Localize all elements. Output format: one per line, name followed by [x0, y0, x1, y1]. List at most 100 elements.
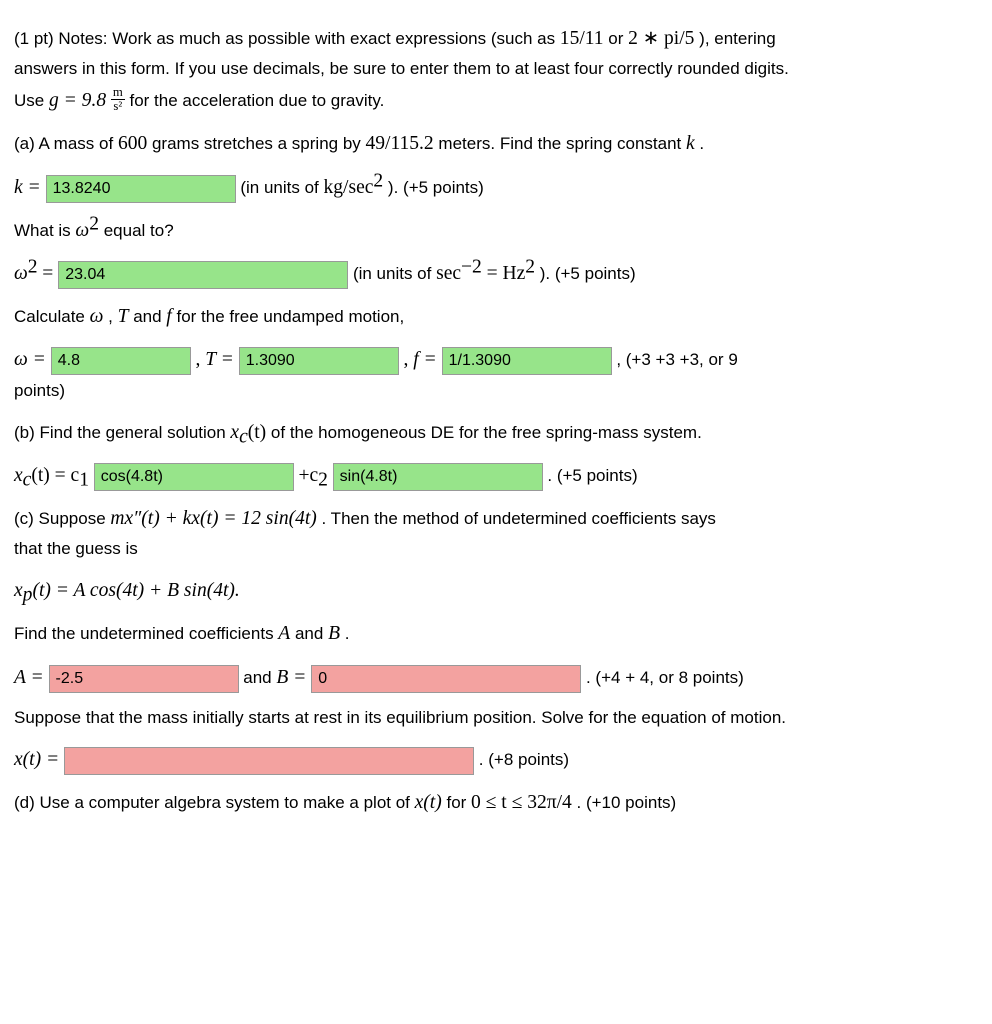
A-label: A =	[14, 667, 49, 688]
points-word: points)	[14, 381, 65, 400]
xc-s1: 1	[79, 469, 89, 490]
cc: and	[133, 307, 166, 326]
xc-x: x	[14, 465, 23, 486]
fab-dot: .	[345, 624, 350, 643]
w2-question: What is ω2 equal to?	[14, 214, 978, 247]
w2-sup2: −2	[461, 256, 482, 277]
guess-row: xp(t) = A cos(4t) + B sin(4t).	[14, 574, 978, 607]
b-subc: c	[239, 426, 248, 447]
gb: (t) = A cos(4t) + B sin(4t).	[32, 580, 239, 601]
xc-mid: +c	[298, 465, 318, 486]
notes-l2: answers in this form. If you use decimal…	[14, 59, 789, 78]
wTf-row: ω = , T = , f = , (+3 +3 +3, or 9 points…	[14, 343, 978, 405]
w-label: ω =	[14, 349, 51, 370]
a-input[interactable]	[49, 665, 239, 693]
c1-input[interactable]	[94, 463, 294, 491]
ca-f: f	[166, 306, 171, 327]
w2-row: ω2 = (in units of sec−2 = Hz2 ). (+5 poi…	[14, 257, 978, 290]
k-input[interactable]	[46, 175, 236, 203]
w2q-b: equal to?	[104, 221, 174, 240]
k-ub: kg/sec	[324, 177, 374, 198]
B-pre: and	[243, 668, 276, 687]
ca: Calculate	[14, 307, 90, 326]
frac-den: s²	[111, 100, 125, 113]
w2-input[interactable]	[58, 261, 348, 289]
k-label: k =	[14, 177, 46, 198]
find-ab: Find the undetermined coefficients A and…	[14, 617, 978, 650]
notes-l3b: for the acceleration due to gravity.	[130, 91, 385, 110]
notes-ex2: 2 ∗ pi/5	[628, 28, 694, 49]
a-stretch: 49/115.2	[366, 133, 434, 154]
f-input[interactable]	[442, 347, 612, 375]
calc-prompt: Calculate ω , T and f for the free undam…	[14, 300, 978, 333]
a-kvar: k	[686, 133, 695, 154]
g-frac: m s²	[111, 86, 125, 113]
cd: for the free undamped motion,	[176, 307, 404, 326]
cb: ,	[108, 307, 117, 326]
w2-ua: (in units of	[353, 264, 436, 283]
notes-ex1: 15/11	[560, 28, 604, 49]
w2-ud: ). (+5 points)	[540, 264, 636, 283]
k-sup2: 2	[373, 170, 383, 191]
f-pre: ,	[403, 349, 413, 370]
ca-om: ω	[90, 306, 104, 327]
w2-la: ω	[14, 263, 28, 284]
w2q-om: ω	[75, 220, 89, 241]
notes-l1b: or	[608, 29, 628, 48]
a-pb: grams stretches a spring by	[152, 134, 366, 153]
t-input[interactable]	[239, 347, 399, 375]
w-input[interactable]	[51, 347, 191, 375]
g-expr: g = 9.8	[49, 90, 106, 111]
c-de: mx″(t) + kx(t) = 12 sin(4t)	[110, 508, 316, 529]
fab-a: Find the undetermined coefficients	[14, 624, 278, 643]
k-row: k = (in units of kg/sec2 ). (+5 points)	[14, 171, 978, 204]
xt-input[interactable]	[64, 747, 474, 775]
xc-row: xc(t) = c1 +c2 . (+5 points)	[14, 459, 978, 492]
d-range: 0 ≤ t ≤ 32π/4	[471, 792, 572, 813]
part-b-prompt: (b) Find the general solution xc(t) of t…	[14, 416, 978, 449]
xc-s2: 2	[318, 469, 328, 490]
b-oft: (t)	[248, 422, 266, 443]
gsp: p	[23, 584, 33, 605]
fab-B: B	[328, 623, 340, 644]
T-pre: ,	[195, 349, 205, 370]
b-pb: of the homogeneous DE for the free sprin…	[271, 423, 702, 442]
b-pa: (b) Find the general solution	[14, 423, 230, 442]
w2-sup3: 2	[525, 256, 535, 277]
d-xt: x(t)	[415, 792, 442, 813]
a-dot: .	[699, 134, 704, 153]
w2-ub: sec	[436, 263, 461, 284]
xt-label: x(t) =	[14, 749, 64, 770]
f-label: f =	[413, 349, 441, 370]
part-d-prompt: (d) Use a computer algebra system to mak…	[14, 786, 978, 819]
c2-input[interactable]	[333, 463, 543, 491]
d-pb: for	[446, 793, 471, 812]
ab-row: A = and B = . (+4 + 4, or 8 points)	[14, 661, 978, 694]
b-x: x	[230, 422, 239, 443]
ca-T: T	[118, 306, 129, 327]
c-pc: that the guess is	[14, 539, 138, 558]
w2-sup: 2	[28, 256, 38, 277]
a-mass: 600	[118, 133, 147, 154]
B-label: B =	[276, 667, 311, 688]
frac-num: m	[111, 86, 125, 100]
xt-row: x(t) = . (+8 points)	[14, 743, 978, 776]
b-input[interactable]	[311, 665, 581, 693]
ab-pts: . (+4 + 4, or 8 points)	[586, 668, 744, 687]
w2-lb: =	[42, 263, 58, 284]
a-pc: meters. Find the spring constant	[438, 134, 686, 153]
c-pb: . Then the method of undetermined coeffi…	[322, 509, 716, 528]
k-ua: (in units of	[240, 178, 323, 197]
fab-and: and	[295, 624, 328, 643]
xt-pts: . (+8 points)	[479, 750, 569, 769]
w2q-sup: 2	[89, 213, 99, 234]
ic-text: Suppose that the mass initially starts a…	[14, 704, 978, 733]
c-pa: (c) Suppose	[14, 509, 110, 528]
k-uc: ). (+5 points)	[388, 178, 484, 197]
w2-uc: = Hz	[487, 263, 526, 284]
a-pa: (a) A mass of	[14, 134, 118, 153]
xc-eq: (t) = c	[31, 465, 79, 486]
part-c-prompt: (c) Suppose mx″(t) + kx(t) = 12 sin(4t) …	[14, 502, 978, 564]
notes-l1a: (1 pt) Notes: Work as much as possible w…	[14, 29, 560, 48]
fab-A: A	[278, 623, 290, 644]
